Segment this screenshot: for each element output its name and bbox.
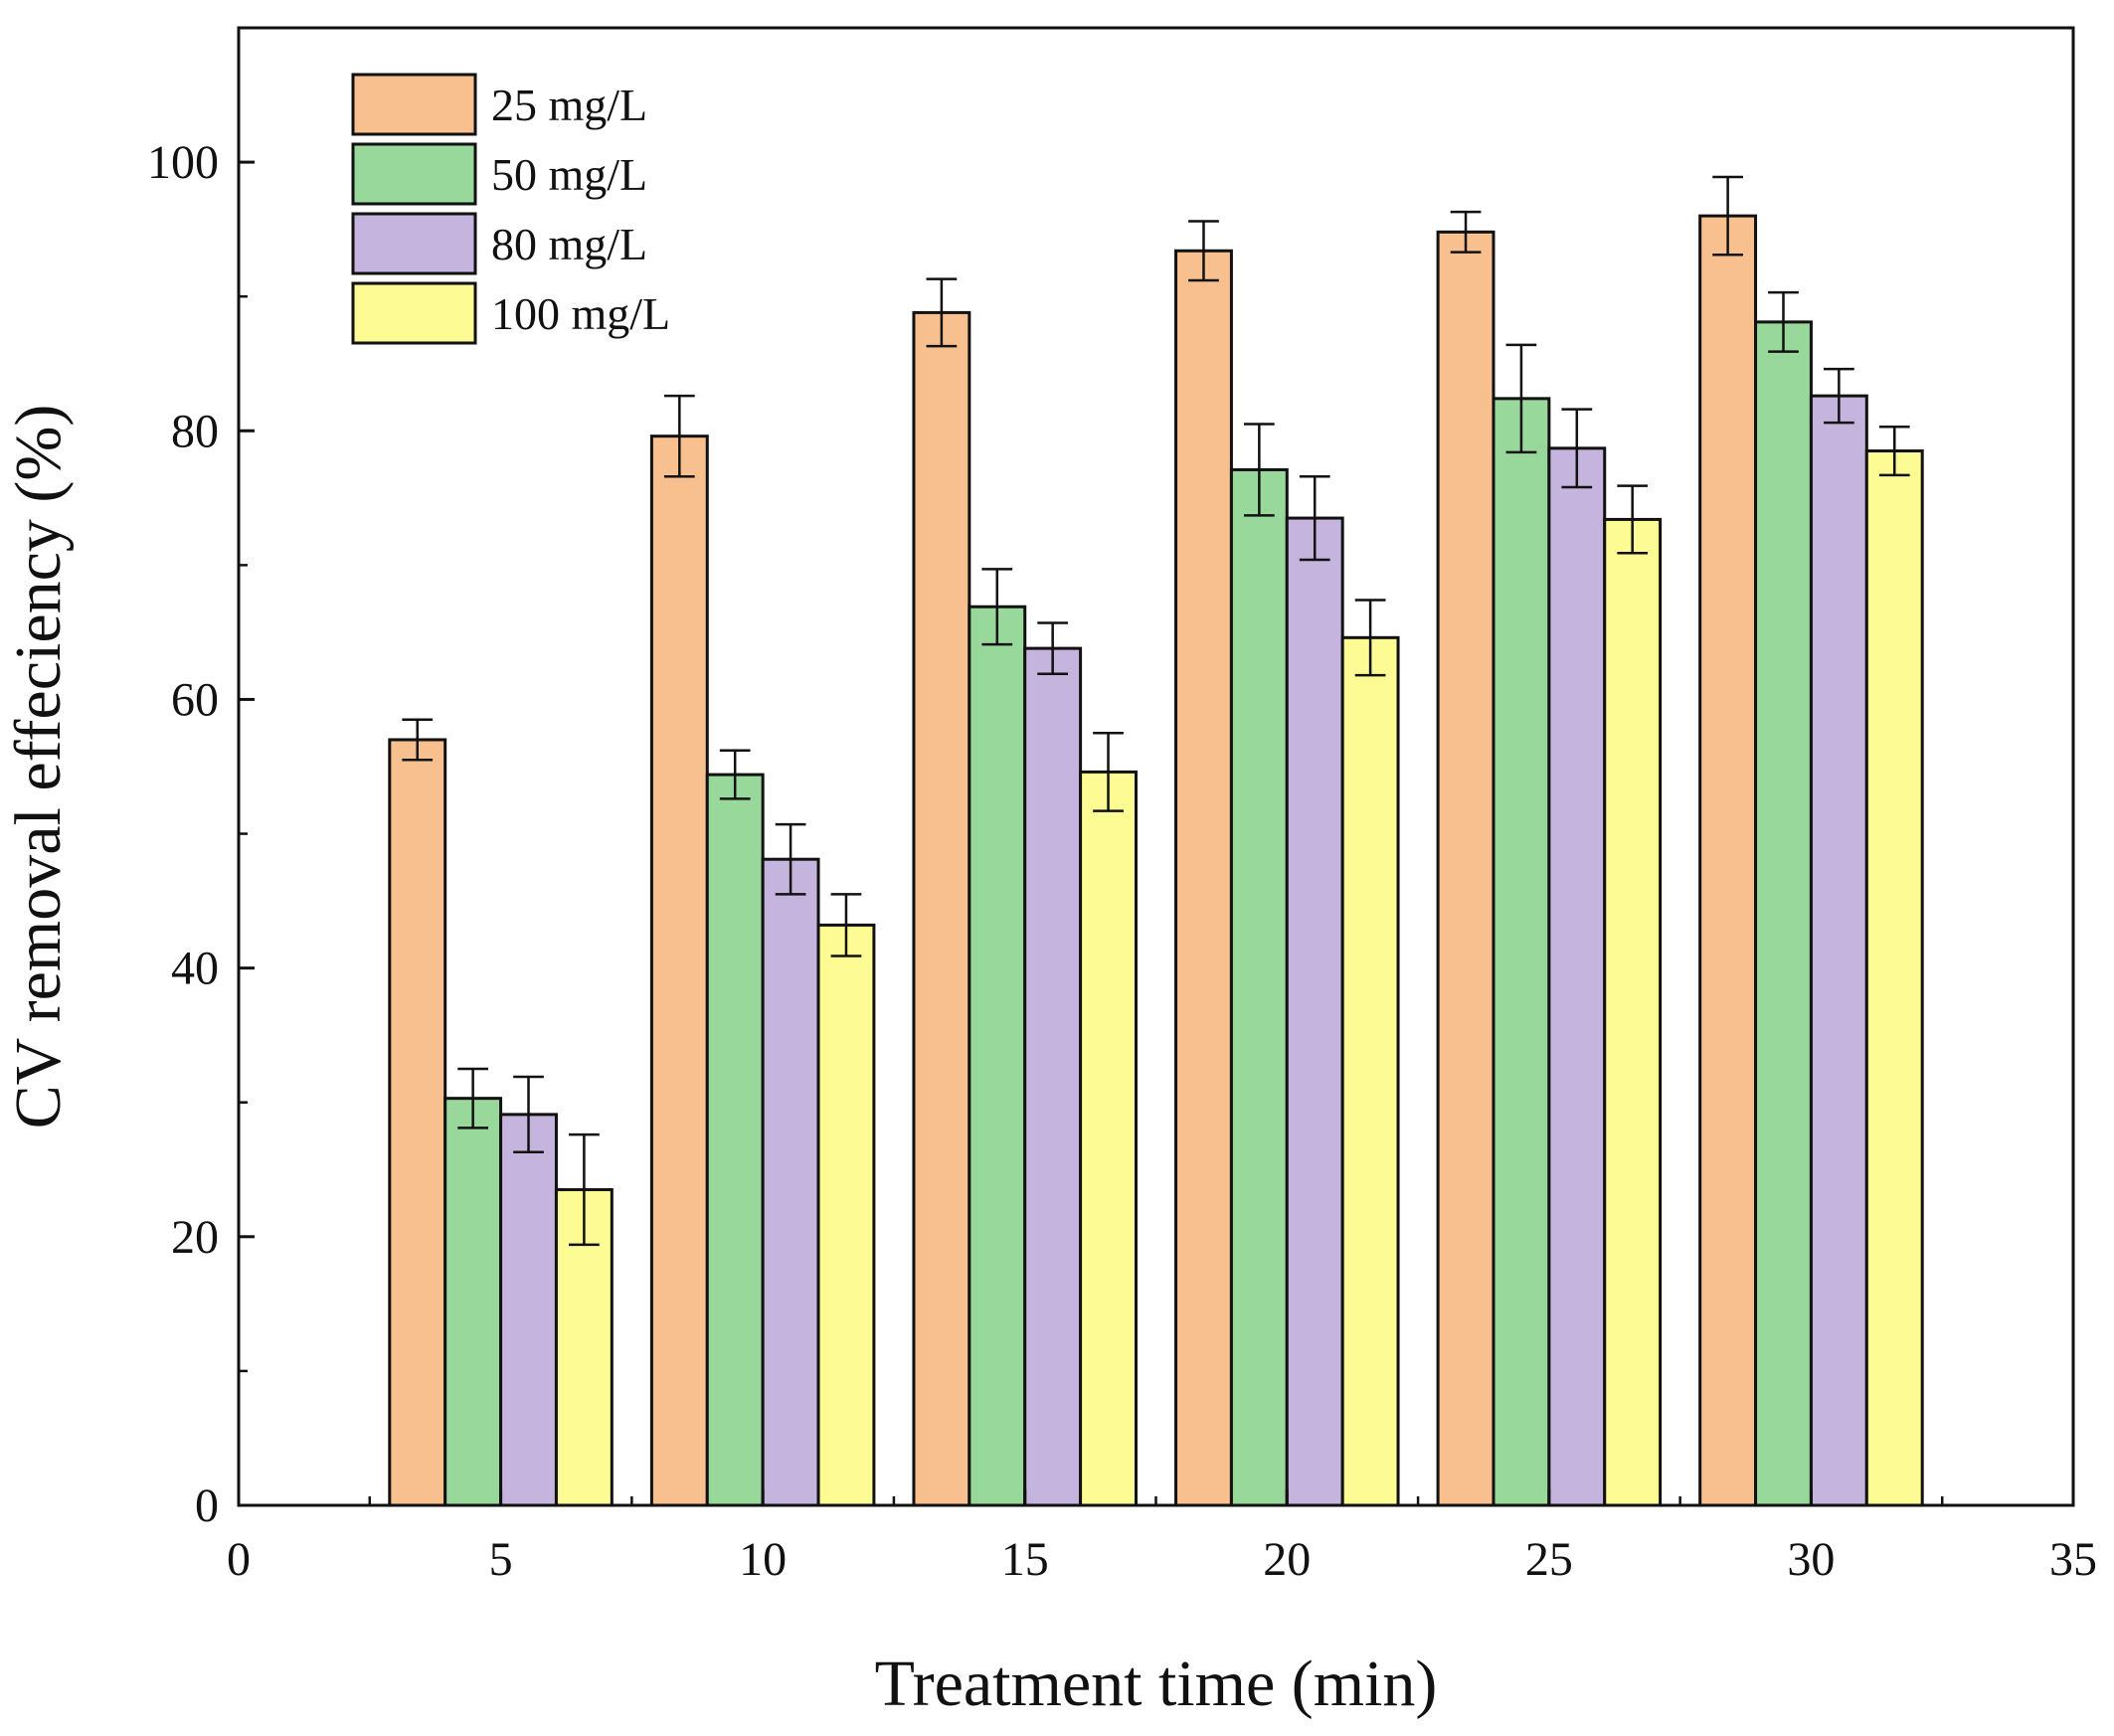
legend-label: 100 mg/L — [491, 288, 670, 339]
x-tick-label: 10 — [739, 1533, 787, 1586]
legend-label: 25 mg/L — [491, 80, 647, 130]
bar — [761, 857, 820, 1507]
x-tick-label: 5 — [489, 1533, 513, 1586]
legend-swatch — [351, 212, 477, 275]
error-bar — [1768, 290, 1799, 353]
error-bar — [719, 749, 751, 800]
bar — [1079, 770, 1138, 1507]
error-bar — [1299, 474, 1330, 562]
legend-swatch — [351, 73, 477, 136]
error-bar — [513, 1075, 544, 1153]
bar — [1340, 635, 1400, 1507]
x-tick-label: 25 — [1525, 1533, 1573, 1586]
y-axis-label: CV removal effeciency (%) — [2, 405, 75, 1129]
legend-item: 80 mg/L — [351, 212, 647, 275]
error-bar — [981, 568, 1013, 646]
error-bar — [1093, 731, 1124, 812]
bar — [1864, 449, 1924, 1507]
bar — [649, 434, 709, 1507]
bar — [1603, 517, 1663, 1507]
error-bar — [1243, 423, 1275, 517]
bar — [816, 923, 876, 1507]
error-bar — [1505, 343, 1537, 454]
error-bar — [1561, 408, 1593, 489]
error-bar — [569, 1132, 600, 1247]
bar — [1023, 646, 1083, 1507]
error-bar — [926, 277, 958, 348]
legend-label: 80 mg/L — [491, 219, 647, 269]
bar — [1436, 230, 1496, 1507]
bars-layer — [388, 214, 1924, 1507]
x-tick-label: 20 — [1263, 1533, 1311, 1586]
error-bar — [1878, 425, 1910, 477]
x-tick-label: 30 — [1787, 1533, 1835, 1586]
error-bar — [402, 718, 434, 762]
error-bar — [457, 1067, 488, 1129]
bar — [1492, 397, 1551, 1507]
error-bar — [1450, 210, 1482, 254]
legend-item: 100 mg/L — [351, 281, 670, 345]
legend-item: 25 mg/L — [351, 73, 647, 136]
bar — [912, 310, 971, 1507]
y-axis: 0 20 40 60 80 100 — [147, 136, 255, 1532]
y-tick-label: 40 — [171, 943, 219, 995]
y-tick-label: 60 — [171, 673, 219, 726]
bar — [1174, 249, 1233, 1507]
bar — [1285, 516, 1344, 1507]
y-tick-label: 20 — [171, 1211, 219, 1264]
error-bars-layer — [402, 175, 1910, 1247]
x-tick-label: 15 — [1001, 1533, 1049, 1586]
bar — [1698, 214, 1758, 1507]
bar — [968, 605, 1027, 1507]
legend-label: 50 mg/L — [491, 149, 647, 200]
y-tick-label: 0 — [195, 1479, 219, 1532]
x-axis-label: Treatment time (min) — [875, 1648, 1438, 1720]
error-bar — [775, 822, 806, 896]
bar — [388, 738, 447, 1507]
legend-item: 50 mg/L — [351, 142, 647, 206]
error-bar — [1617, 484, 1649, 555]
error-bar — [1188, 220, 1219, 282]
error-bar — [830, 893, 862, 957]
bar — [1229, 467, 1289, 1507]
error-bar — [1037, 621, 1069, 676]
legend-swatch — [351, 142, 477, 206]
bar — [1754, 320, 1813, 1507]
y-tick-label: 100 — [147, 136, 219, 189]
x-tick-label: 35 — [2049, 1533, 2097, 1586]
error-bar — [1354, 599, 1386, 677]
x-tick-label: 0 — [227, 1533, 251, 1586]
error-bar — [663, 394, 695, 478]
y-tick-label: 80 — [171, 405, 219, 457]
bar — [499, 1113, 558, 1507]
bar — [1547, 446, 1607, 1507]
bar — [443, 1097, 503, 1507]
bar — [705, 773, 765, 1507]
error-bar — [1824, 367, 1854, 425]
x-axis: 0 5 10 15 20 25 30 35 — [227, 1489, 2097, 1586]
bar — [1809, 394, 1868, 1507]
error-bar — [1712, 175, 1743, 257]
legend-swatch — [351, 281, 477, 345]
legend: 25 mg/L 50 mg/L 80 mg/L 100 mg/L — [351, 73, 670, 345]
